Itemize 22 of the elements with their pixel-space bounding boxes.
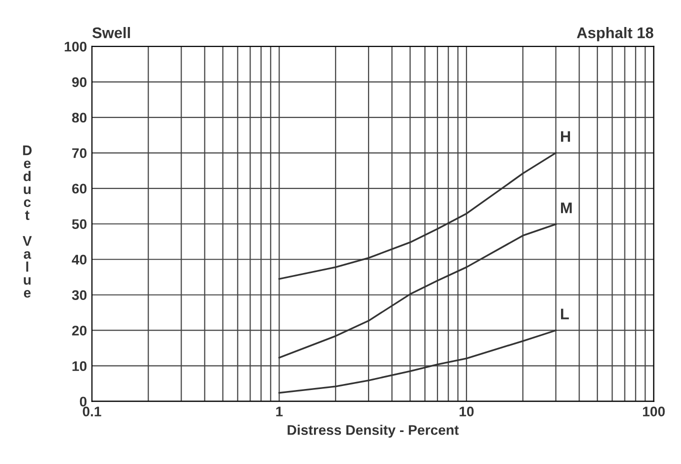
text: Deduct Value (22, 146, 32, 298)
x-tick-label: 100 (643, 406, 665, 416)
series-label: H (561, 131, 570, 142)
y-tick-label: 10 (72, 361, 87, 372)
y-tick-label: 40 (72, 254, 87, 265)
y-tick-label: 90 (72, 77, 87, 88)
chart-title: Swell (92, 26, 130, 38)
y-tick-label: 80 (72, 112, 87, 123)
x-tick-label: 1 (276, 406, 283, 416)
chart-subtitle: Asphalt 18 (576, 26, 654, 42)
series-label: M (561, 202, 572, 214)
y-tick-label: 30 (72, 290, 87, 300)
y-tick-label: 100 (64, 42, 87, 52)
y-tick-label: 50 (72, 219, 87, 230)
y-tick-label: 0 (80, 396, 87, 407)
y-tick-label: 60 (72, 184, 87, 194)
x-tick-label: 10 (460, 406, 474, 416)
series-label: L (561, 308, 569, 320)
y-tick-label: 20 (72, 326, 87, 336)
x-axis-title: Distress Density - Percent (288, 424, 459, 438)
y-tick-label: 70 (72, 148, 87, 158)
x-tick-label: 0.1 (82, 406, 102, 416)
